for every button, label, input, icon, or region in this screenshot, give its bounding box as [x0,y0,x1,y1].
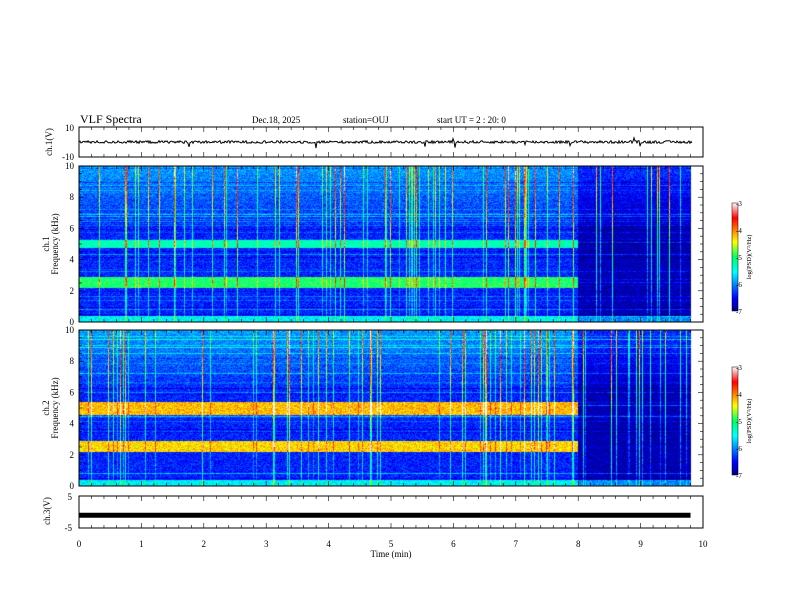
start-time-label: start UT = 2 : 20: 0 [437,115,506,125]
x-tick-label: 8 [576,539,581,549]
ch2-cbar-tick-m3: -3 [736,364,742,372]
ch1-cbar-tick-m4: -4 [736,227,742,235]
ch2-cbar-tick-m7: -7 [736,472,742,480]
spec-ytick-label: 10 [65,161,75,171]
spec-ytick-label: 2 [70,450,75,460]
ch3-waveform-ytick-top: 5 [68,492,73,502]
ch1-spectrogram-panel: 0 2 4 6 8 10 ch.1 Frequency (kHz) -3 -4 -5 -6… [41,161,753,327]
ch3-waveform-ylabel: ch.3(V) [42,497,52,525]
ch1-spec-ylabel-frequency: Frequency (kHz) [50,213,60,274]
ch2-spec-ylabel-frequency: Frequency (kHz) [50,377,60,438]
ch2-spectrogram-image [79,330,692,486]
x-axis-title: Time (min) [371,549,412,559]
ch1-colorbar: -3 -4 -5 -6 -7 log(PSD)(V²/Hz) [731,200,753,316]
ch1-waveform-trace [78,136,693,149]
ch1-waveform-ylabel: ch.1(V) [44,128,54,156]
axis-ticks [78,127,704,528]
ch2-cbar-tick-m4: -4 [736,391,742,399]
ch3-waveform-panel: 5 -5 ch.3(V) [42,492,704,533]
x-tick-label: 10 [699,539,709,549]
x-tick-label: 7 [514,539,519,549]
x-axis-tick-labels: 0 1 2 3 4 5 6 7 8 9 10 [77,539,708,549]
ch1-cbar-tick-m3: -3 [736,200,742,208]
spec-ytick-label: 2 [70,286,75,296]
ch1-spec-ylabel-channel: ch.1 [41,236,51,251]
date-label: Dec.18, 2025 [252,115,301,125]
ch1-cbar-label: log(PSD)(V²/Hz) [746,235,753,280]
ch2-spectrogram-panel: 0 2 4 6 8 10 ch.2 Frequency (kHz) -3 -4 -5 -6… [41,325,753,491]
spec-ytick-label: 6 [70,223,75,233]
ch1-waveform-panel: 10 -10 ch.1(V) [44,123,704,162]
ch1-cbar-tick-m6: -6 [736,281,742,289]
ch2-cbar-tick-m6: -6 [736,445,742,453]
x-tick-label: 9 [638,539,643,549]
ch1-waveform-ytick-bottom: -10 [62,152,74,162]
ch2-cbar-tick-m5: -5 [736,418,742,426]
x-tick-label: 1 [139,539,144,549]
spec-ytick-label: 10 [65,325,75,335]
x-tick-label: 5 [389,539,394,549]
ch1-cbar-tick-m5: -5 [736,254,742,262]
spec-ytick-label: 0 [70,481,75,491]
spec-ytick-label: 8 [70,192,75,202]
figure-title: VLF Spectra [80,112,142,126]
x-tick-label: 2 [202,539,207,549]
x-tick-label: 0 [77,539,82,549]
ch2-spec-ylabel-channel: ch.2 [41,400,51,415]
ch1-waveform-ytick-top: 10 [65,123,75,133]
x-tick-label: 4 [326,539,331,549]
spec-ytick-label: 8 [70,356,75,366]
spec-ytick-label: 4 [70,255,75,265]
ch1-cbar-tick-m7: -7 [736,308,742,316]
ch1-spectrogram-image [79,166,692,322]
ch2-cbar-label: log(PSD)(V²/Hz) [746,399,753,444]
ch3-waveform-ytick-bottom: -5 [65,523,73,533]
x-tick-label: 3 [264,539,269,549]
station-label: station=OUJ [343,115,389,125]
x-tick-label: 6 [451,539,456,549]
spec-ytick-label: 4 [70,419,75,429]
spec-ytick-label: 6 [70,387,75,397]
ch2-colorbar: -3 -4 -5 -6 -7 log(PSD)(V²/Hz) [731,364,753,480]
spec-ytick-label: 0 [70,317,75,327]
